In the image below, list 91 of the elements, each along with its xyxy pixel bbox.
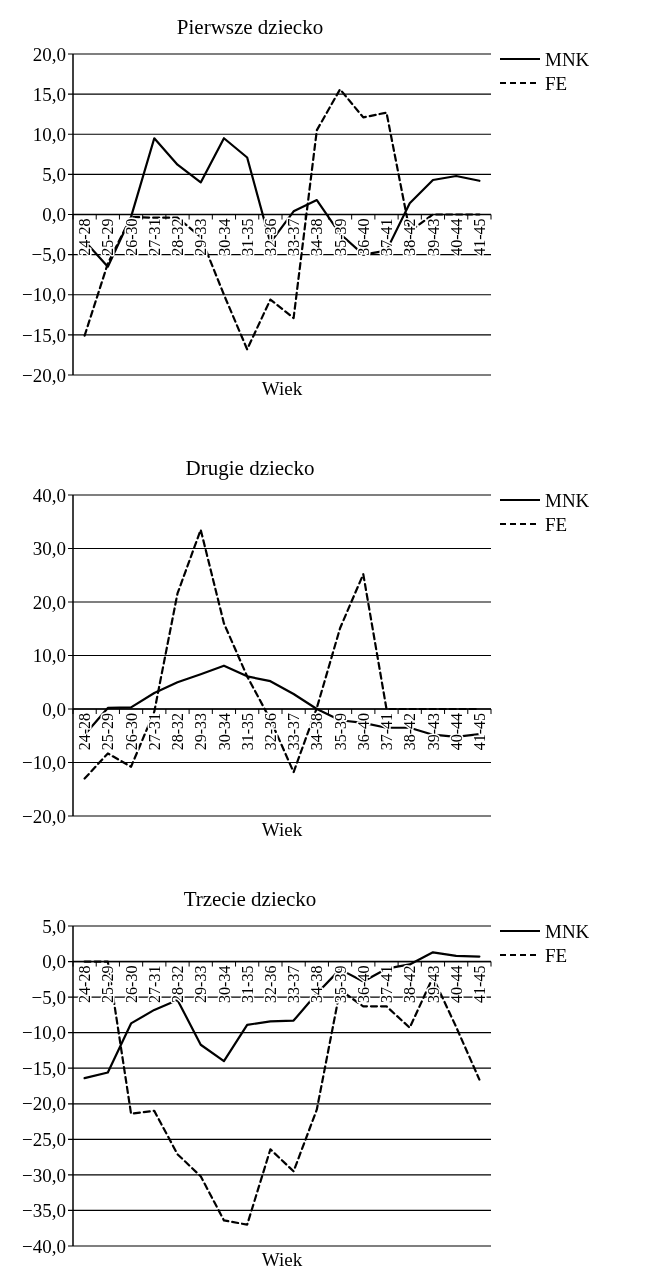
y-tick-label: 30,0 [32, 538, 66, 560]
y-tick-label: 15,0 [32, 83, 66, 105]
x-tick-label: 31-35 [238, 218, 256, 256]
x-tick-label: 40-44 [447, 965, 465, 1003]
x-tick-label: 37-41 [378, 713, 396, 751]
legend-label: FE [545, 944, 568, 966]
x-tick-label: 31-35 [238, 713, 256, 751]
x-tick-label: 39-43 [424, 218, 442, 256]
y-tick-label: −5,0 [31, 244, 66, 266]
x-tick-label: 35-39 [331, 218, 349, 256]
legend-label: FE [545, 513, 568, 535]
y-tick-label: −15,0 [22, 324, 66, 346]
y-tick-label: −20,0 [22, 1093, 66, 1115]
y-tick-label: −25,0 [22, 1128, 66, 1150]
x-tick-label: 41-45 [470, 965, 488, 1003]
y-tick-label: −15,0 [22, 1057, 66, 1079]
x-tick-label: 25-29 [99, 713, 117, 751]
y-tick-label: −10,0 [22, 1022, 66, 1044]
x-tick-label: 24-28 [76, 965, 94, 1003]
x-tick-label: 40-44 [447, 713, 465, 751]
y-tick-label: 40,0 [32, 484, 66, 506]
y-tick-label: 5,0 [42, 164, 66, 186]
x-tick-label: 30-34 [215, 218, 233, 256]
x-tick-label: 29-33 [192, 713, 210, 751]
y-tick-label: 10,0 [32, 123, 66, 145]
y-tick-label: 20,0 [32, 43, 66, 65]
x-axis-title: Wiek [261, 1249, 303, 1270]
x-tick-label: 35-39 [331, 713, 349, 751]
x-tick-label: 26-30 [122, 218, 140, 256]
x-tick-label: 27-31 [145, 965, 163, 1003]
x-tick-label: 24-28 [76, 713, 94, 751]
y-tick-label: 20,0 [32, 591, 66, 613]
x-tick-label: 30-34 [215, 713, 233, 751]
y-tick-label: 0,0 [42, 204, 66, 226]
y-tick-label: −10,0 [22, 284, 66, 306]
x-tick-label: 40-44 [447, 218, 465, 256]
chart-title: Pierwsze dziecko [176, 15, 324, 39]
x-tick-label: 33-37 [285, 713, 303, 751]
x-tick-label: 39-43 [424, 713, 442, 751]
x-tick-label: 26-30 [122, 965, 140, 1003]
x-tick-label: 28-32 [169, 713, 187, 751]
x-tick-label: 28-32 [169, 218, 187, 256]
x-tick-label: 33-37 [285, 965, 303, 1003]
x-axis-title: Wiek [261, 819, 303, 840]
x-tick-label: 25-29 [99, 218, 117, 256]
x-tick-label: 38-42 [401, 713, 419, 751]
x-tick-label: 27-31 [145, 713, 163, 751]
x-tick-label: 33-37 [285, 218, 303, 256]
y-tick-label: 0,0 [42, 951, 66, 973]
x-tick-label: 25-29 [99, 965, 117, 1003]
y-tick-label: −20,0 [22, 364, 66, 386]
y-tick-label: −10,0 [22, 752, 66, 774]
x-tick-label: 31-35 [238, 965, 256, 1003]
x-tick-label: 27-31 [145, 218, 163, 256]
x-tick-label: 32-36 [261, 965, 279, 1003]
legend-label: FE [545, 72, 568, 94]
x-tick-label: 41-45 [470, 713, 488, 751]
x-tick-label: 34-38 [308, 713, 326, 751]
y-tick-label: −40,0 [22, 1235, 66, 1257]
y-tick-label: 10,0 [32, 645, 66, 667]
x-tick-label: 41-45 [470, 218, 488, 256]
x-tick-label: 32-36 [261, 218, 279, 256]
y-tick-label: −35,0 [22, 1200, 66, 1222]
x-tick-label: 37-41 [378, 965, 396, 1003]
chart-title: Trzecie dziecko [183, 887, 317, 911]
y-tick-label: −20,0 [22, 805, 66, 827]
x-tick-label: 34-38 [308, 965, 326, 1003]
x-tick-label: 30-34 [215, 965, 233, 1003]
y-tick-label: 5,0 [42, 915, 66, 937]
legend-label: MNK [545, 489, 590, 511]
x-tick-label: 29-33 [192, 965, 210, 1003]
x-tick-label: 36-40 [354, 218, 372, 256]
x-tick-label: 39-43 [424, 965, 442, 1003]
x-tick-label: 32-36 [261, 713, 279, 751]
y-tick-label: 0,0 [42, 698, 66, 720]
x-tick-label: 35-39 [331, 965, 349, 1003]
x-tick-label: 37-41 [378, 218, 396, 256]
legend-label: MNK [545, 48, 590, 70]
x-tick-label: 24-28 [76, 218, 94, 256]
x-tick-label: 38-42 [401, 965, 419, 1003]
x-axis-title: Wiek [261, 378, 303, 399]
legend-label: MNK [545, 920, 590, 942]
x-tick-label: 29-33 [192, 218, 210, 256]
y-tick-label: −5,0 [31, 986, 66, 1008]
x-tick-label: 28-32 [169, 965, 187, 1003]
chart-title: Drugie dziecko [185, 456, 315, 480]
x-tick-label: 26-30 [122, 713, 140, 751]
y-tick-label: −30,0 [22, 1164, 66, 1186]
x-tick-label: 38-42 [401, 218, 419, 256]
x-tick-label: 34-38 [308, 218, 326, 256]
x-tick-label: 36-40 [354, 965, 372, 1003]
